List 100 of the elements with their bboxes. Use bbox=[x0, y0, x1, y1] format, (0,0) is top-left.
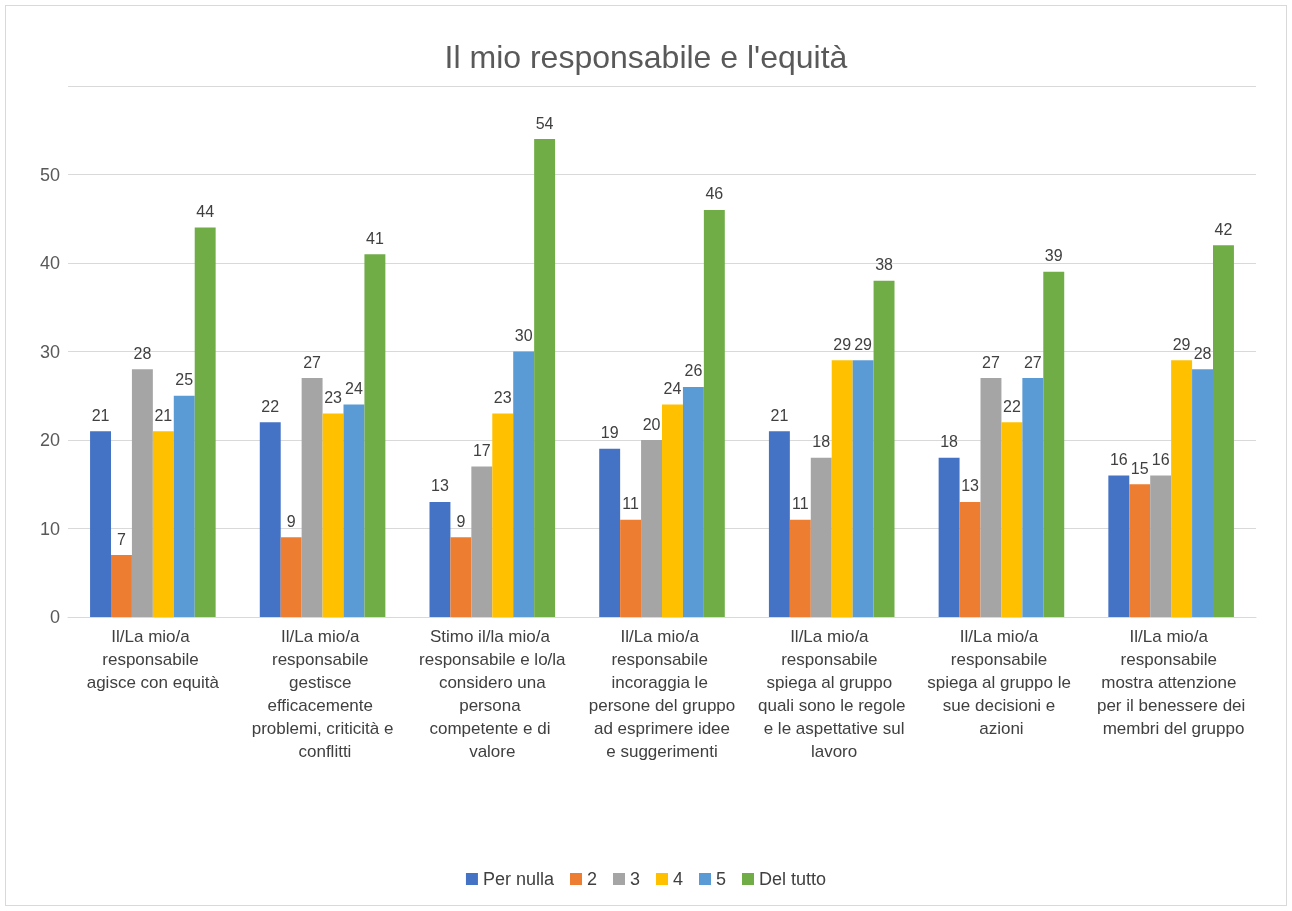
bar bbox=[322, 413, 344, 617]
data-label: 22 bbox=[261, 397, 280, 415]
bar bbox=[831, 360, 853, 617]
data-label: 9 bbox=[456, 512, 466, 530]
legend-label: 4 bbox=[673, 869, 684, 889]
data-label: 27 bbox=[1023, 353, 1042, 371]
bar bbox=[873, 280, 895, 617]
data-label: 46 bbox=[705, 185, 724, 203]
bar bbox=[703, 209, 725, 617]
data-label: 42 bbox=[1214, 220, 1233, 238]
data-label: 29 bbox=[833, 335, 852, 353]
data-label: 13 bbox=[431, 477, 449, 495]
legend-label: 3 bbox=[629, 869, 641, 889]
bar bbox=[1043, 271, 1065, 617]
data-label: 28 bbox=[1193, 344, 1212, 362]
y-tick-label: 20 bbox=[39, 430, 60, 450]
legend-label: Per nulla bbox=[482, 869, 555, 889]
bar bbox=[1001, 422, 1023, 617]
bar bbox=[1150, 475, 1172, 617]
data-label: 18 bbox=[940, 433, 959, 451]
x-tick-label: Il/La mio/a responsabile spiega al gruppo quali sono le regole e le aspettative sul lavoro bbox=[757, 627, 906, 761]
bar bbox=[980, 378, 1002, 617]
bar bbox=[301, 378, 323, 617]
x-tick-label: Il/La mio/a responsabile incoraggia le persone del gruppo ad esprimere idee e suggerimenti bbox=[588, 627, 736, 761]
data-label: 28 bbox=[133, 344, 152, 362]
bar bbox=[682, 386, 704, 617]
bar bbox=[959, 501, 981, 617]
data-label: 11 bbox=[622, 495, 640, 513]
bar bbox=[131, 369, 153, 617]
data-label: 27 bbox=[982, 353, 1000, 371]
bar bbox=[492, 413, 514, 617]
bar bbox=[852, 360, 874, 617]
data-label: 30 bbox=[514, 327, 533, 344]
data-label: 13 bbox=[961, 477, 980, 495]
data-label: 38 bbox=[875, 256, 894, 274]
data-label: 39 bbox=[1044, 247, 1063, 265]
data-label: 44 bbox=[196, 203, 215, 221]
data-label: 7 bbox=[117, 530, 127, 548]
data-label: 18 bbox=[812, 433, 831, 451]
bar bbox=[1022, 378, 1044, 617]
bar bbox=[641, 440, 662, 617]
data-label: 11 bbox=[792, 495, 809, 513]
data-label: 54 bbox=[535, 114, 554, 132]
data-label: 9 bbox=[286, 512, 296, 530]
data-label: 21 bbox=[770, 406, 789, 424]
bar bbox=[364, 254, 386, 617]
data-label: 19 bbox=[600, 424, 619, 442]
y-tick-label: 40 bbox=[39, 253, 60, 273]
legend-label: 5 bbox=[716, 869, 727, 889]
y-tick-label: 30 bbox=[39, 341, 60, 362]
bar bbox=[110, 555, 132, 617]
bar bbox=[810, 457, 832, 617]
data-label: 15 bbox=[1130, 459, 1149, 477]
bar bbox=[1171, 360, 1193, 617]
legend-label: 2 bbox=[586, 869, 597, 889]
x-tick-label: Stimo il/la mio/a responsabile e lo/la considero una persona competente e di valore bbox=[419, 627, 567, 761]
bar bbox=[1213, 245, 1234, 617]
chart-title: Il mio responsabile e l'equità bbox=[444, 39, 848, 75]
bar bbox=[429, 501, 451, 617]
data-label: 23 bbox=[493, 388, 512, 406]
data-label: 16 bbox=[1109, 450, 1128, 468]
y-tick-label: 50 bbox=[39, 164, 60, 185]
data-label: 24 bbox=[663, 380, 682, 398]
bar bbox=[620, 519, 642, 617]
data-label: 21 bbox=[154, 406, 173, 424]
bar bbox=[259, 422, 281, 617]
data-label: 21 bbox=[91, 406, 110, 424]
data-label: 24 bbox=[345, 380, 363, 398]
bar bbox=[789, 519, 811, 617]
data-label: 17 bbox=[472, 442, 491, 460]
data-label: 16 bbox=[1151, 450, 1170, 468]
bar bbox=[152, 431, 174, 617]
legend-label: Del tutto bbox=[759, 869, 827, 889]
bar bbox=[450, 537, 472, 617]
bar bbox=[1192, 369, 1214, 617]
bar bbox=[1108, 475, 1130, 617]
bar bbox=[1129, 484, 1151, 617]
bar bbox=[768, 431, 790, 617]
bar bbox=[599, 448, 621, 617]
data-label: 25 bbox=[175, 371, 194, 389]
data-label: 29 bbox=[1172, 335, 1191, 353]
x-tick-label: Il/La mio/a responsabile agisce con equità bbox=[86, 627, 220, 692]
bar bbox=[662, 404, 683, 617]
data-label: 23 bbox=[324, 388, 343, 406]
bar bbox=[173, 395, 195, 617]
y-tick-label: 0 bbox=[49, 607, 60, 627]
bar bbox=[194, 227, 216, 617]
bar bbox=[280, 537, 302, 617]
bar bbox=[471, 466, 493, 617]
x-tick-label: Il/La mio/a responsabile gestisce efficacemente problemi, criticità e conflitti bbox=[251, 627, 394, 761]
bar bbox=[513, 351, 535, 617]
data-label: 27 bbox=[303, 353, 322, 371]
data-label: 20 bbox=[642, 415, 661, 433]
y-tick-label: 10 bbox=[39, 518, 60, 539]
bar bbox=[90, 431, 111, 617]
bar bbox=[938, 457, 960, 617]
x-tick-label: Il/La mio/a responsabile spiega al gruppo le sue decisioni e azioni bbox=[927, 627, 1076, 738]
x-tick-label: Il/La mio/a responsabile mostra attenzione per il benessere dei membri del gruppo bbox=[1096, 627, 1246, 738]
data-label: 22 bbox=[1003, 397, 1021, 415]
data-label: 29 bbox=[854, 335, 873, 353]
